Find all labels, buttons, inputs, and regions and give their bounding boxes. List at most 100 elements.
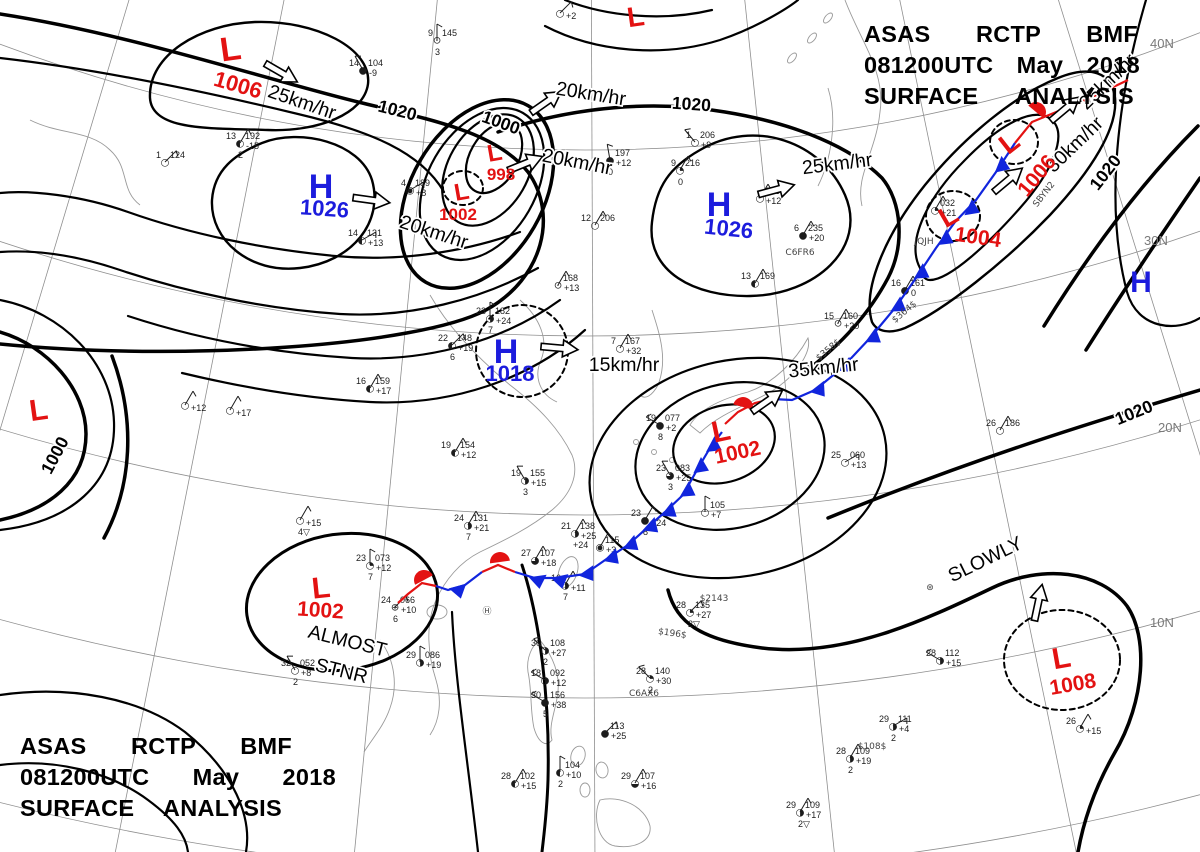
- wind-barb: [516, 465, 526, 481]
- station-plot: ●19 077+28: [645, 413, 680, 442]
- movement-arrow: [1047, 96, 1081, 125]
- station-pressure-change: +27: [551, 648, 566, 658]
- station-extra: 4▽: [298, 527, 310, 537]
- title-line-1: ASAS RCTP BMF: [864, 21, 1138, 47]
- station-plot: ◐16 159+17: [356, 373, 391, 396]
- wind-barb: [454, 437, 464, 453]
- station-temperature: 23: [631, 508, 641, 518]
- cold-front-triangle: [837, 356, 854, 373]
- station-pressure-change: +19: [856, 756, 871, 766]
- station-pressure-change: +9: [701, 140, 711, 150]
- cloud-cover-symbol: ○: [591, 221, 600, 232]
- wind-barb: [354, 55, 364, 71]
- wind-barb: [892, 717, 908, 727]
- station-plot: ◉4 189+8: [401, 178, 430, 198]
- station-temperature: 24: [454, 513, 464, 523]
- wind-barb-tick: [642, 768, 647, 775]
- station-pressure-change: +7: [711, 510, 721, 520]
- cloud-cover-symbol: ◐: [511, 779, 520, 790]
- cloud-cover-symbol: ◐: [451, 448, 460, 459]
- latitude-label: 20N: [1158, 420, 1182, 435]
- station-temperature: 30: [531, 638, 541, 648]
- ship-id-label: $196$: [657, 627, 687, 641]
- movement-arrow: [1029, 582, 1049, 623]
- station-pressure: 138: [580, 521, 595, 531]
- cloud-cover-symbol: ◔: [676, 166, 685, 177]
- cloud-cover-symbol: ◔: [931, 206, 940, 217]
- station-extra: 6: [393, 614, 398, 624]
- station-extra: 2: [891, 733, 896, 743]
- station-plot: ◉115+3: [596, 532, 619, 555]
- station-plot: ◑29 086+19: [406, 645, 441, 670]
- coastline: [527, 639, 559, 744]
- wind-barb: [679, 155, 689, 171]
- station-plot: ◑29 111+42: [879, 714, 912, 743]
- island: [807, 32, 817, 44]
- wind-barb: [594, 210, 604, 226]
- warm-front-line: [481, 563, 516, 574]
- isobar: [148, 20, 370, 132]
- isobar: [0, 330, 88, 522]
- wind-barb: [467, 510, 477, 526]
- movement-arrow: [262, 59, 299, 83]
- low-pressure-marker: L: [625, 0, 646, 33]
- isobar-value-label: 1020: [376, 96, 419, 125]
- dashed-pressure-contour: [442, 170, 484, 206]
- station-pressure: 104: [368, 58, 383, 68]
- pressure-value: 1018: [486, 361, 535, 386]
- isobar: [666, 571, 1143, 852]
- station-plot: ●14 104-9: [349, 55, 383, 78]
- isobar: [102, 354, 130, 540]
- wind-barb-tick: [615, 721, 619, 728]
- movement-speed-label: 35km/hr: [787, 353, 860, 382]
- station-plot: ◑24 131+217: [454, 510, 489, 542]
- station-plot: ◑29 109+172▽: [786, 797, 821, 829]
- movement-arrows: [262, 59, 1081, 623]
- isobar: [398, 97, 556, 291]
- wind-barb: [533, 638, 546, 651]
- title-line-1: ASAS RCTP BMF: [20, 733, 292, 759]
- cloud-cover-symbol: ◔: [1076, 724, 1085, 735]
- warm-front-semicircle: [1028, 102, 1046, 119]
- cloud-cover-symbol: ◑: [486, 314, 495, 325]
- wind-barb: [604, 721, 617, 734]
- cloud-cover-symbol: ◔: [366, 561, 375, 572]
- station-temperature: 1: [156, 150, 161, 160]
- cold-front-triangle: [660, 501, 677, 517]
- station-temperature: 9: [671, 158, 676, 168]
- station-extra: 6: [450, 352, 455, 362]
- wind-barb: [534, 545, 544, 561]
- low-pressure-marker: L: [485, 139, 504, 168]
- wind-barb-tick: [462, 333, 466, 340]
- wind-barb-tick: [369, 548, 376, 553]
- longitude-line: [354, 0, 438, 852]
- wind-barb: [684, 129, 696, 143]
- cloud-cover-symbol: ◑: [416, 658, 425, 669]
- cold-front-triangle: [693, 456, 709, 474]
- cloud-cover-symbol: ◕: [666, 471, 675, 482]
- station-temperature: 28: [836, 746, 846, 756]
- station-pressure-change: +27: [696, 610, 711, 620]
- wind-barb-tick: [533, 636, 540, 640]
- station-pressure: 156: [550, 690, 565, 700]
- coastline: [817, 87, 834, 187]
- station-pressure-change: 0: [911, 288, 916, 298]
- station-pressure: 083: [675, 463, 690, 473]
- station-pressure: 086: [425, 650, 440, 660]
- movement-speed-label: 15km/hr: [589, 354, 660, 376]
- wind-barb: [849, 743, 859, 759]
- station-plot: ◑28 112+15: [925, 648, 961, 668]
- warm-front-semicircle: [733, 397, 753, 410]
- wind-barb-tick: [582, 518, 587, 525]
- cloud-cover-symbol: ◐: [556, 768, 565, 779]
- station-pressure: 107: [540, 548, 555, 558]
- movement-speed-label: 20km/hr: [554, 78, 628, 111]
- cloud-cover-symbol: ◕: [531, 556, 540, 567]
- wind-barb-tick: [704, 495, 711, 500]
- wind-barb-tick: [684, 128, 691, 131]
- cloud-cover-symbol: ●: [799, 231, 808, 242]
- cloud-cover-symbol: ◒: [631, 779, 640, 790]
- wind-barb: [999, 415, 1009, 431]
- movement-arrow: [756, 179, 796, 199]
